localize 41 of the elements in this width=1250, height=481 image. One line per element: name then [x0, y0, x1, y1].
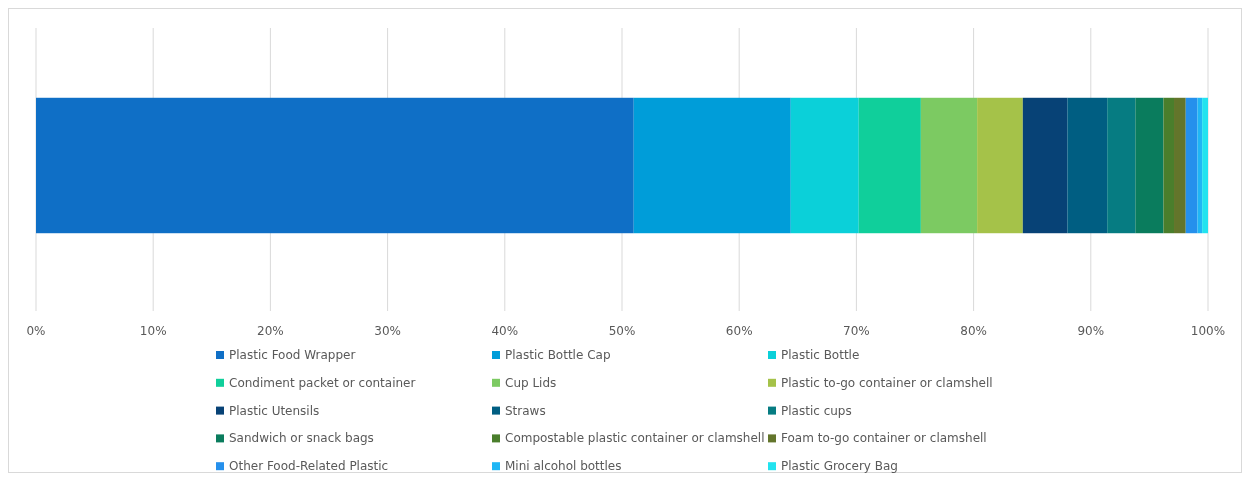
bar	[1185, 97, 1198, 234]
bar	[920, 97, 978, 234]
x-tick-label: 80%	[960, 324, 987, 338]
bar	[1174, 97, 1186, 234]
bar	[1163, 97, 1175, 234]
x-tick-label: 60%	[725, 324, 753, 338]
legend-label: Plastic Utensils	[229, 403, 320, 418]
bar	[1107, 97, 1136, 234]
legend-label: Condiment packet or container	[229, 375, 416, 390]
x-tick-label: 90%	[1077, 324, 1105, 338]
bar	[1135, 97, 1164, 234]
legend-label: Plastic cups	[781, 403, 852, 418]
x-tick-label: 20%	[257, 324, 284, 338]
legend-label: Plastic to-go container or clamshell	[781, 375, 993, 390]
x-tick-label: 0%	[26, 324, 46, 338]
bar	[1197, 97, 1203, 234]
legend-label: Sandwich or snack bags	[229, 431, 374, 446]
bar	[977, 97, 1023, 234]
legend-label: Plastic Food Wrapper	[229, 348, 356, 362]
legend-label: Other Food-Related Plastic	[229, 459, 389, 474]
legend-label: Straws	[505, 403, 546, 418]
bar	[1022, 97, 1068, 234]
legend-label: Cup Lids	[505, 375, 557, 390]
legend-label: Plastic Grocery Bag	[781, 459, 898, 474]
bar	[36, 97, 634, 234]
bar	[633, 97, 791, 234]
bar	[858, 97, 921, 234]
legend-label: Mini alcohol bottles	[505, 459, 622, 474]
x-tick-label: 40%	[491, 324, 519, 338]
x-tick-label: 30%	[374, 324, 401, 338]
x-tick-label: 10%	[139, 324, 167, 338]
bar	[790, 97, 859, 234]
x-tick-label: 100%	[1190, 324, 1226, 338]
legend-label: Foam to-go container or clamshell	[781, 431, 987, 446]
x-tick-label: 70%	[843, 324, 870, 338]
x-tick-label: 50%	[608, 324, 636, 338]
legend-label: Plastic Bottle Cap	[505, 348, 611, 362]
legend-label: Plastic Bottle	[781, 348, 860, 362]
bar	[1067, 97, 1108, 234]
bar	[1202, 97, 1208, 234]
legend-label: Compostable plastic container or clamshell	[505, 431, 765, 446]
